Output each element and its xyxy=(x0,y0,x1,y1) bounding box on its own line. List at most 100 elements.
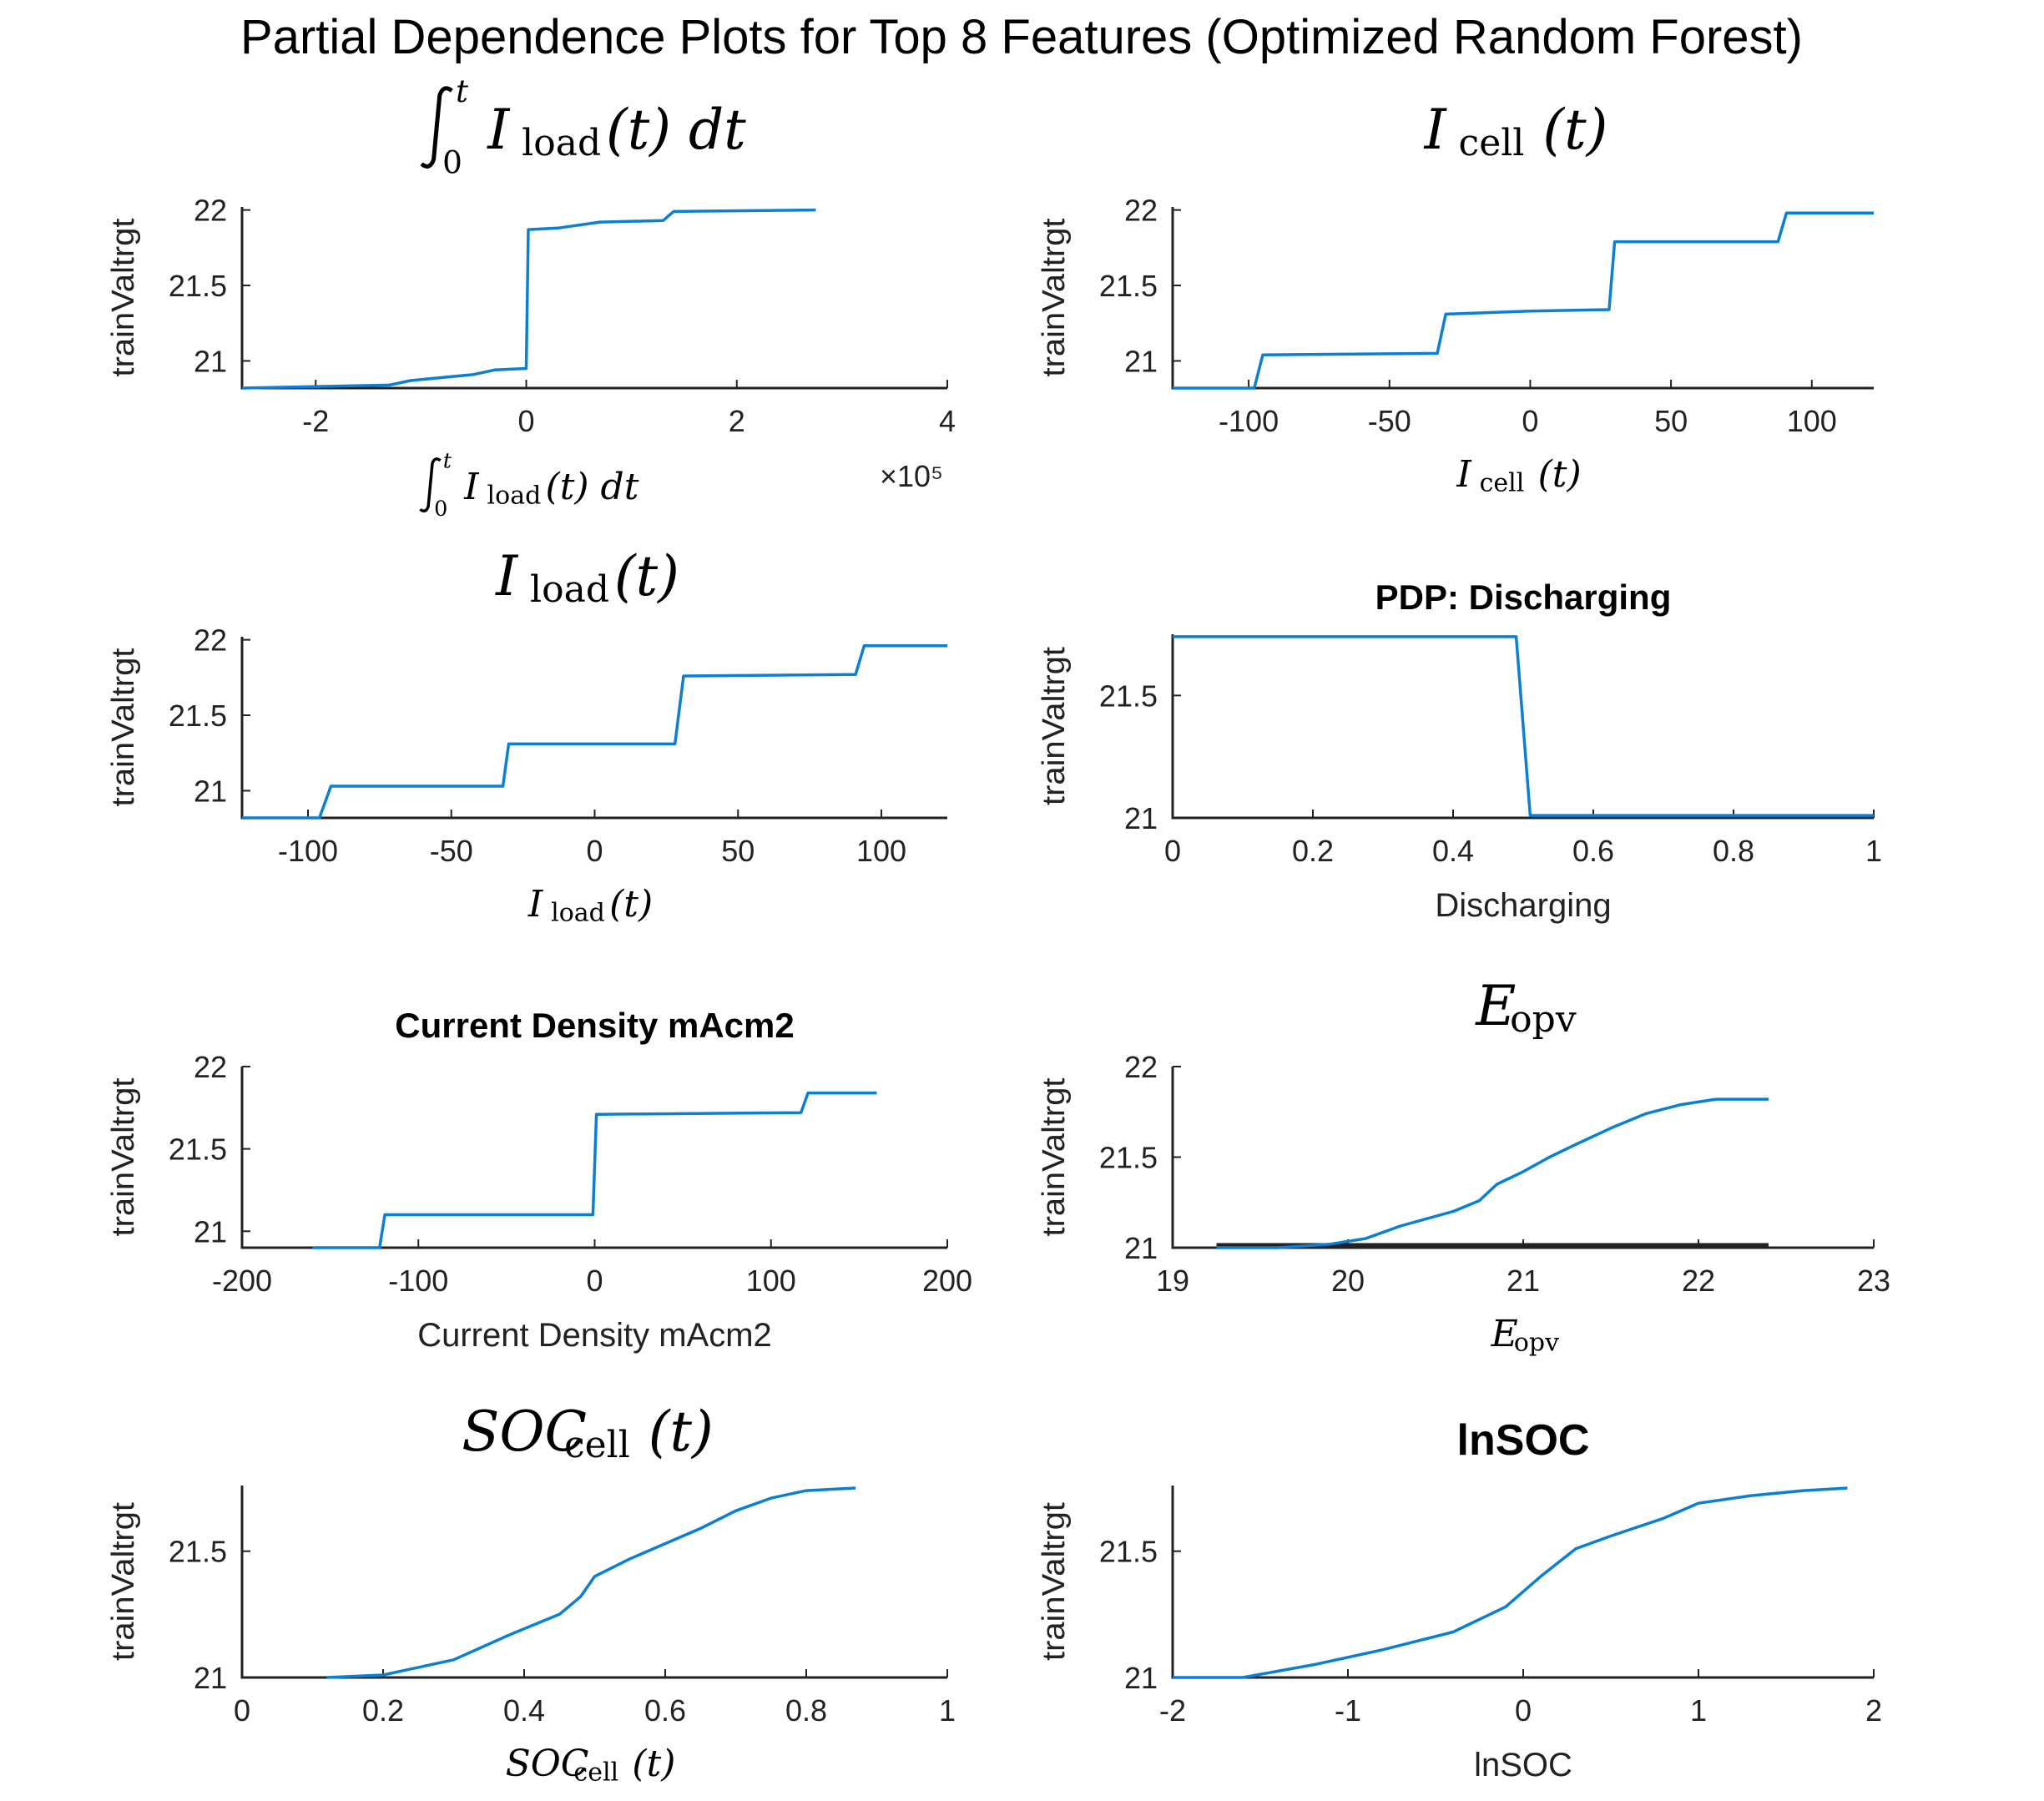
y-tick-label: 21.5 xyxy=(169,699,227,733)
x-tick-label: 100 xyxy=(1787,404,1837,438)
y-tick-label: 21 xyxy=(1124,1661,1158,1695)
integral-sign-icon xyxy=(419,457,442,513)
x-axis-label: Current Density mAcm2 xyxy=(417,1317,772,1354)
x-tick-label: -100 xyxy=(278,834,338,868)
x-tick-label: 1 xyxy=(1690,1693,1707,1728)
math-symbol: SOC xyxy=(462,1400,587,1464)
pdp-panel-5: 21 21.5 22 -200 -100 0 100 200 trainValtrgt Curre… xyxy=(106,1006,972,1354)
x-tick-label: 1 xyxy=(1865,834,1882,868)
y-tick-label: 21.5 xyxy=(169,1535,227,1569)
panel-title: PDP: Discharging xyxy=(1375,578,1672,617)
x-tick-label: 100 xyxy=(856,834,906,868)
integral-lower-limit: 0 xyxy=(434,497,447,522)
x-tick-label: 0.4 xyxy=(1432,834,1474,868)
y-tick-label: 22 xyxy=(1124,194,1158,228)
x-tick-label: 0.4 xyxy=(503,1693,545,1728)
y-tick-label: 21 xyxy=(194,1661,227,1695)
math-subscript: load xyxy=(487,481,542,510)
x-tick-label: -50 xyxy=(1368,404,1411,438)
y-axis-label: trainValtrgt xyxy=(1037,1502,1072,1661)
x-tick-label: 2 xyxy=(1865,1693,1882,1728)
y-tick-label: 21.5 xyxy=(1099,679,1158,713)
x-tick-label: -50 xyxy=(430,834,473,868)
x-tick-label: 22 xyxy=(1682,1264,1715,1298)
x-exponent-label: ×10⁵ xyxy=(880,459,943,493)
x-axis-label: Discharging xyxy=(1435,887,1611,924)
pdp-curve xyxy=(312,1091,877,1249)
math-symbol: I xyxy=(527,883,544,926)
integral-lower-limit: 0 xyxy=(442,144,462,181)
y-tick-label: 21 xyxy=(1124,1231,1158,1265)
math-subscript: load xyxy=(530,568,609,611)
x-tick-label: 0 xyxy=(518,404,535,438)
x-tick-label: 0.8 xyxy=(785,1693,827,1728)
x-tick-label: 100 xyxy=(746,1264,796,1298)
pdp-panel-8: 21 21.5 -2 -1 0 1 2 trainValtrgt lnSOC lnSOC xyxy=(1037,1416,1882,1783)
y-tick-label: 21.5 xyxy=(1099,1141,1158,1175)
x-tick-label: 19 xyxy=(1156,1264,1189,1298)
integral-upper-limit: t xyxy=(456,73,469,109)
x-tick-label: 2 xyxy=(729,404,745,438)
y-axis-label: trainValtrgt xyxy=(1037,218,1072,376)
y-tick-label: 21 xyxy=(1124,801,1158,835)
pdp-curve xyxy=(326,1486,856,1679)
axes-frame xyxy=(240,1486,947,1679)
x-tick-label: 0 xyxy=(586,834,603,868)
math-subscript: opv xyxy=(1510,998,1577,1041)
y-tick-label: 22 xyxy=(194,1050,227,1084)
math-symbol: I xyxy=(487,98,511,162)
math-suffix: (t) xyxy=(649,1400,714,1464)
figure-title: Partial Dependence Plots for Top 8 Featu… xyxy=(240,10,1803,64)
x-tick-label: 200 xyxy=(922,1264,972,1298)
x-tick-label: -200 xyxy=(212,1264,272,1298)
pdp-panel-2: 21 21.5 22 -100 -50 0 50 100 trainValtrgt I cell (t… xyxy=(1037,98,1874,497)
y-axis-label: trainValtrgt xyxy=(106,218,141,376)
math-subscript: load xyxy=(522,122,601,164)
math-suffix: (t) dt xyxy=(606,98,746,162)
axes-frame xyxy=(1171,1486,1874,1679)
axes-frame xyxy=(1171,1067,1874,1249)
x-tick-label: 50 xyxy=(1654,404,1688,438)
x-tick-label: -100 xyxy=(388,1264,448,1298)
math-subscript: load xyxy=(551,898,605,927)
pdp-curve xyxy=(241,208,816,390)
pdp-curve xyxy=(1173,1486,1848,1679)
x-tick-label: 4 xyxy=(939,404,956,438)
x-tick-label: 23 xyxy=(1857,1264,1890,1298)
y-tick-label: 21 xyxy=(194,344,227,378)
x-tick-label: -100 xyxy=(1219,404,1279,438)
x-tick-label: 21 xyxy=(1507,1264,1540,1298)
x-tick-label: -2 xyxy=(1159,1693,1186,1728)
x-tick-label: 0 xyxy=(1164,834,1181,868)
panel-title: Current Density mAcm2 xyxy=(395,1006,794,1045)
math-suffix: (t) dt xyxy=(546,466,639,508)
y-tick-label: 21 xyxy=(194,1214,227,1249)
math-symbol: SOC xyxy=(506,1743,589,1785)
math-symbol: I xyxy=(1424,98,1448,162)
x-tick-label: 1 xyxy=(939,1693,956,1728)
y-tick-label: 21.5 xyxy=(1099,1535,1158,1569)
math-subscript: opv xyxy=(1514,1328,1559,1357)
y-tick-label: 22 xyxy=(194,623,227,658)
x-axis-label: t 0I load (t) dt xyxy=(419,449,639,522)
y-axis-label: trainValtrgt xyxy=(1037,647,1072,805)
pdp-curve xyxy=(1173,635,1874,817)
x-tick-label: 50 xyxy=(721,834,755,868)
math-suffix: (t) xyxy=(614,544,679,608)
math-suffix: (t) xyxy=(1538,453,1582,496)
x-tick-label: 20 xyxy=(1331,1264,1365,1298)
pdp-panel-4: 21 21.5 0 0.2 0.4 0.6 0.8 1 trainValtrgt PDP: Dis… xyxy=(1037,578,1882,924)
integral-sign-icon xyxy=(420,86,453,169)
pdp-curve xyxy=(1216,1097,1769,1249)
